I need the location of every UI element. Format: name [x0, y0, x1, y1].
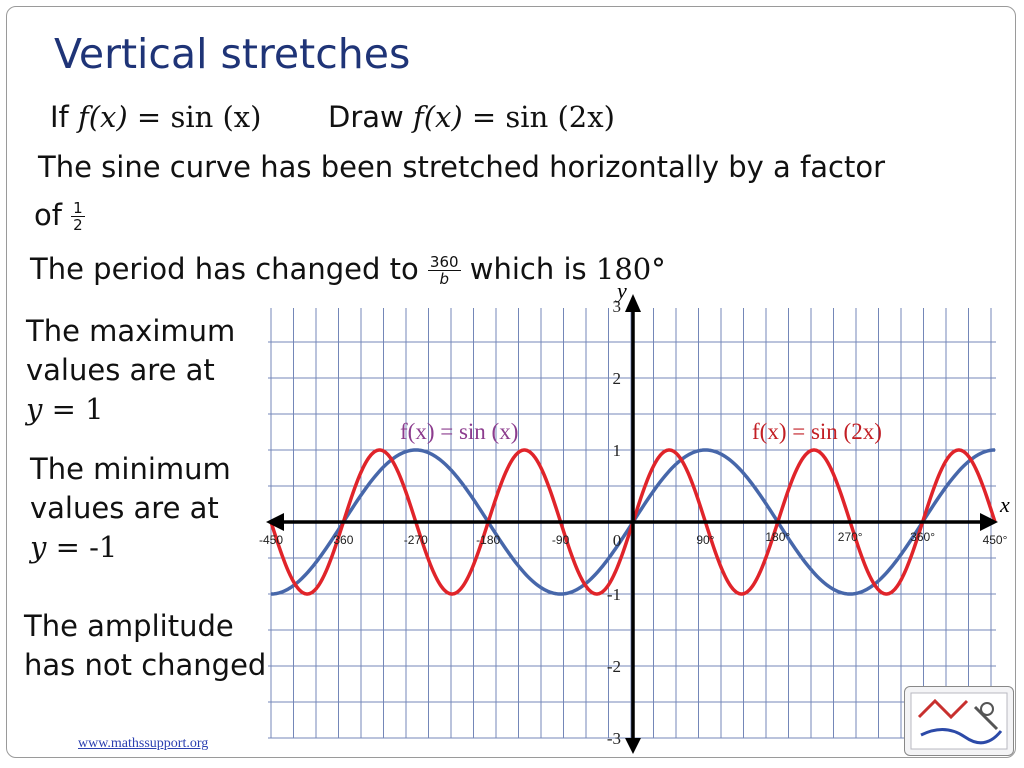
y-tick-label: 3 — [613, 297, 622, 316]
maths-support-logo — [904, 686, 1014, 756]
amplitude-note: The amplitude has not changed — [24, 607, 266, 685]
max-line-1: The maximum — [26, 314, 236, 348]
max-line-2: values are at — [26, 353, 215, 387]
period-numerator: 360 — [427, 253, 461, 271]
draw-function-line: Draw f(x) = sin (2x) — [328, 100, 615, 134]
y-tick-label: 2 — [613, 369, 622, 388]
x-tick-label: 450° — [983, 533, 1008, 547]
min-line-1: The minimum — [30, 452, 231, 486]
factor-numerator: 1 — [71, 199, 85, 217]
y-axis-arrow-bottom — [625, 738, 641, 754]
x-tick-label: 360 — [333, 533, 353, 547]
slide-title: Vertical stretches — [54, 30, 411, 78]
draw-prefix: Draw — [328, 100, 404, 134]
draw-eq: = sin (2x) — [471, 100, 615, 134]
x-tick-label: 180° — [765, 530, 790, 544]
x-tick-label: 90° — [696, 533, 714, 547]
given-func: f(x) — [77, 100, 128, 134]
x-axis-label: x — [999, 492, 1010, 517]
amp-line-1: The amplitude — [24, 609, 234, 643]
period-fraction: 360 b — [427, 253, 461, 288]
footer-link[interactable]: www.mathssupport.org — [78, 736, 209, 751]
stretch-factor-line: of 1 2 — [34, 198, 85, 233]
y-tick-label: -2 — [607, 657, 621, 676]
y-axis-arrow-top — [625, 294, 641, 312]
given-prefix: If — [50, 100, 69, 134]
x-tick-label: -450 — [259, 533, 283, 547]
factor-denominator: 2 — [73, 216, 83, 234]
period-statement: The period has changed to 360 b which is… — [30, 252, 666, 287]
series-label-2: f(x) = sin (2x) — [752, 419, 882, 444]
stretch-statement: The sine curve has been stretched horizo… — [38, 150, 885, 184]
draw-func: f(x) — [412, 100, 463, 134]
y-axis-label: y — [615, 278, 627, 303]
min-line-2: values are at — [30, 491, 219, 525]
y-tick-label: 1 — [613, 441, 622, 460]
minimum-note: The minimum values are at y = -1 — [30, 450, 231, 567]
y-tick-label: -3 — [607, 729, 621, 748]
x-tick-label: 360° — [910, 530, 935, 544]
given-function-line: If f(x) = sin (x) — [50, 100, 261, 134]
x-tick-label: -270 — [404, 533, 428, 547]
factor-fraction: 1 2 — [71, 201, 85, 233]
series-label-1: f(x) = sin (x) — [400, 419, 518, 444]
slide-frame — [6, 6, 1016, 758]
given-eq: = sin (x) — [136, 100, 262, 134]
x-axis-arrow-left — [266, 513, 284, 531]
period-which: which is — [469, 252, 587, 286]
x-axis-arrow-right — [980, 513, 998, 531]
amp-line-2: has not changed — [24, 648, 267, 682]
period-value: 180° — [595, 252, 666, 286]
x-tick-label: -90 — [552, 533, 570, 547]
max-value: y = 1 — [26, 392, 104, 426]
x-tick-label: 270° — [838, 530, 863, 544]
period-denominator: b — [439, 270, 449, 288]
logo-graphic — [910, 692, 1008, 750]
min-value: y = -1 — [30, 530, 118, 564]
y-tick-label: -1 — [607, 585, 621, 604]
of-word: of — [34, 198, 62, 232]
x-tick-label: -180 — [476, 533, 500, 547]
period-prefix: The period has changed to — [30, 252, 419, 286]
maximum-note: The maximum values are at y = 1 — [26, 312, 235, 429]
x-tick-label: 0 — [613, 531, 622, 550]
